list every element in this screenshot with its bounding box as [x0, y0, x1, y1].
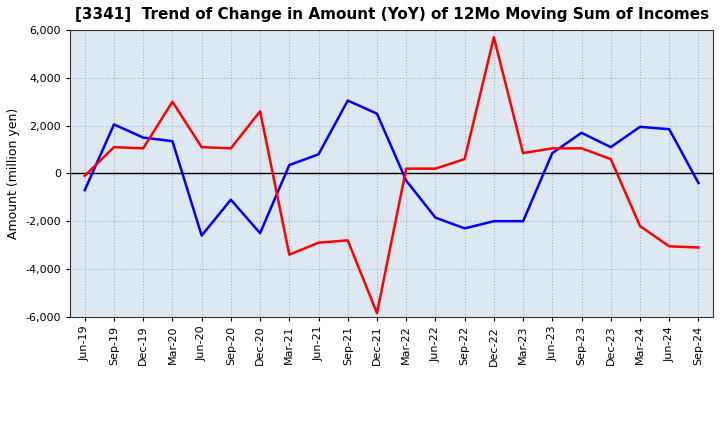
Ordinary Income — [548, 150, 557, 156]
Ordinary Income — [490, 219, 498, 224]
Ordinary Income — [285, 162, 294, 168]
Net Income — [665, 244, 673, 249]
Ordinary Income — [256, 231, 264, 236]
Net Income — [577, 146, 586, 151]
Ordinary Income — [373, 111, 382, 116]
Ordinary Income — [402, 178, 410, 183]
Ordinary Income — [694, 180, 703, 186]
Net Income — [636, 224, 644, 229]
Net Income — [548, 146, 557, 151]
Net Income — [81, 173, 89, 179]
Ordinary Income — [519, 219, 528, 224]
Net Income — [431, 166, 440, 171]
Ordinary Income — [606, 144, 615, 150]
Ordinary Income — [139, 135, 148, 140]
Ordinary Income — [168, 139, 176, 144]
Net Income — [402, 166, 410, 171]
Net Income — [694, 245, 703, 250]
Ordinary Income — [343, 98, 352, 103]
Net Income — [227, 146, 235, 151]
Net Income — [490, 35, 498, 40]
Net Income — [197, 144, 206, 150]
Ordinary Income — [109, 122, 118, 127]
Ordinary Income — [197, 233, 206, 238]
Net Income — [168, 99, 176, 104]
Net Income — [314, 240, 323, 246]
Title: [3341]  Trend of Change in Amount (YoY) of 12Mo Moving Sum of Incomes: [3341] Trend of Change in Amount (YoY) o… — [75, 7, 708, 22]
Y-axis label: Amount (million yen): Amount (million yen) — [7, 108, 20, 239]
Ordinary Income — [636, 124, 644, 129]
Net Income — [460, 157, 469, 162]
Ordinary Income — [460, 226, 469, 231]
Line: Ordinary Income: Ordinary Income — [85, 101, 698, 235]
Ordinary Income — [431, 215, 440, 220]
Net Income — [606, 157, 615, 162]
Ordinary Income — [577, 130, 586, 136]
Net Income — [109, 144, 118, 150]
Net Income — [343, 238, 352, 243]
Net Income — [256, 109, 264, 114]
Net Income — [285, 252, 294, 257]
Net Income — [519, 150, 528, 156]
Ordinary Income — [81, 187, 89, 193]
Net Income — [373, 311, 382, 316]
Ordinary Income — [665, 127, 673, 132]
Ordinary Income — [314, 152, 323, 157]
Ordinary Income — [227, 197, 235, 202]
Net Income — [139, 146, 148, 151]
Line: Net Income: Net Income — [85, 37, 698, 313]
